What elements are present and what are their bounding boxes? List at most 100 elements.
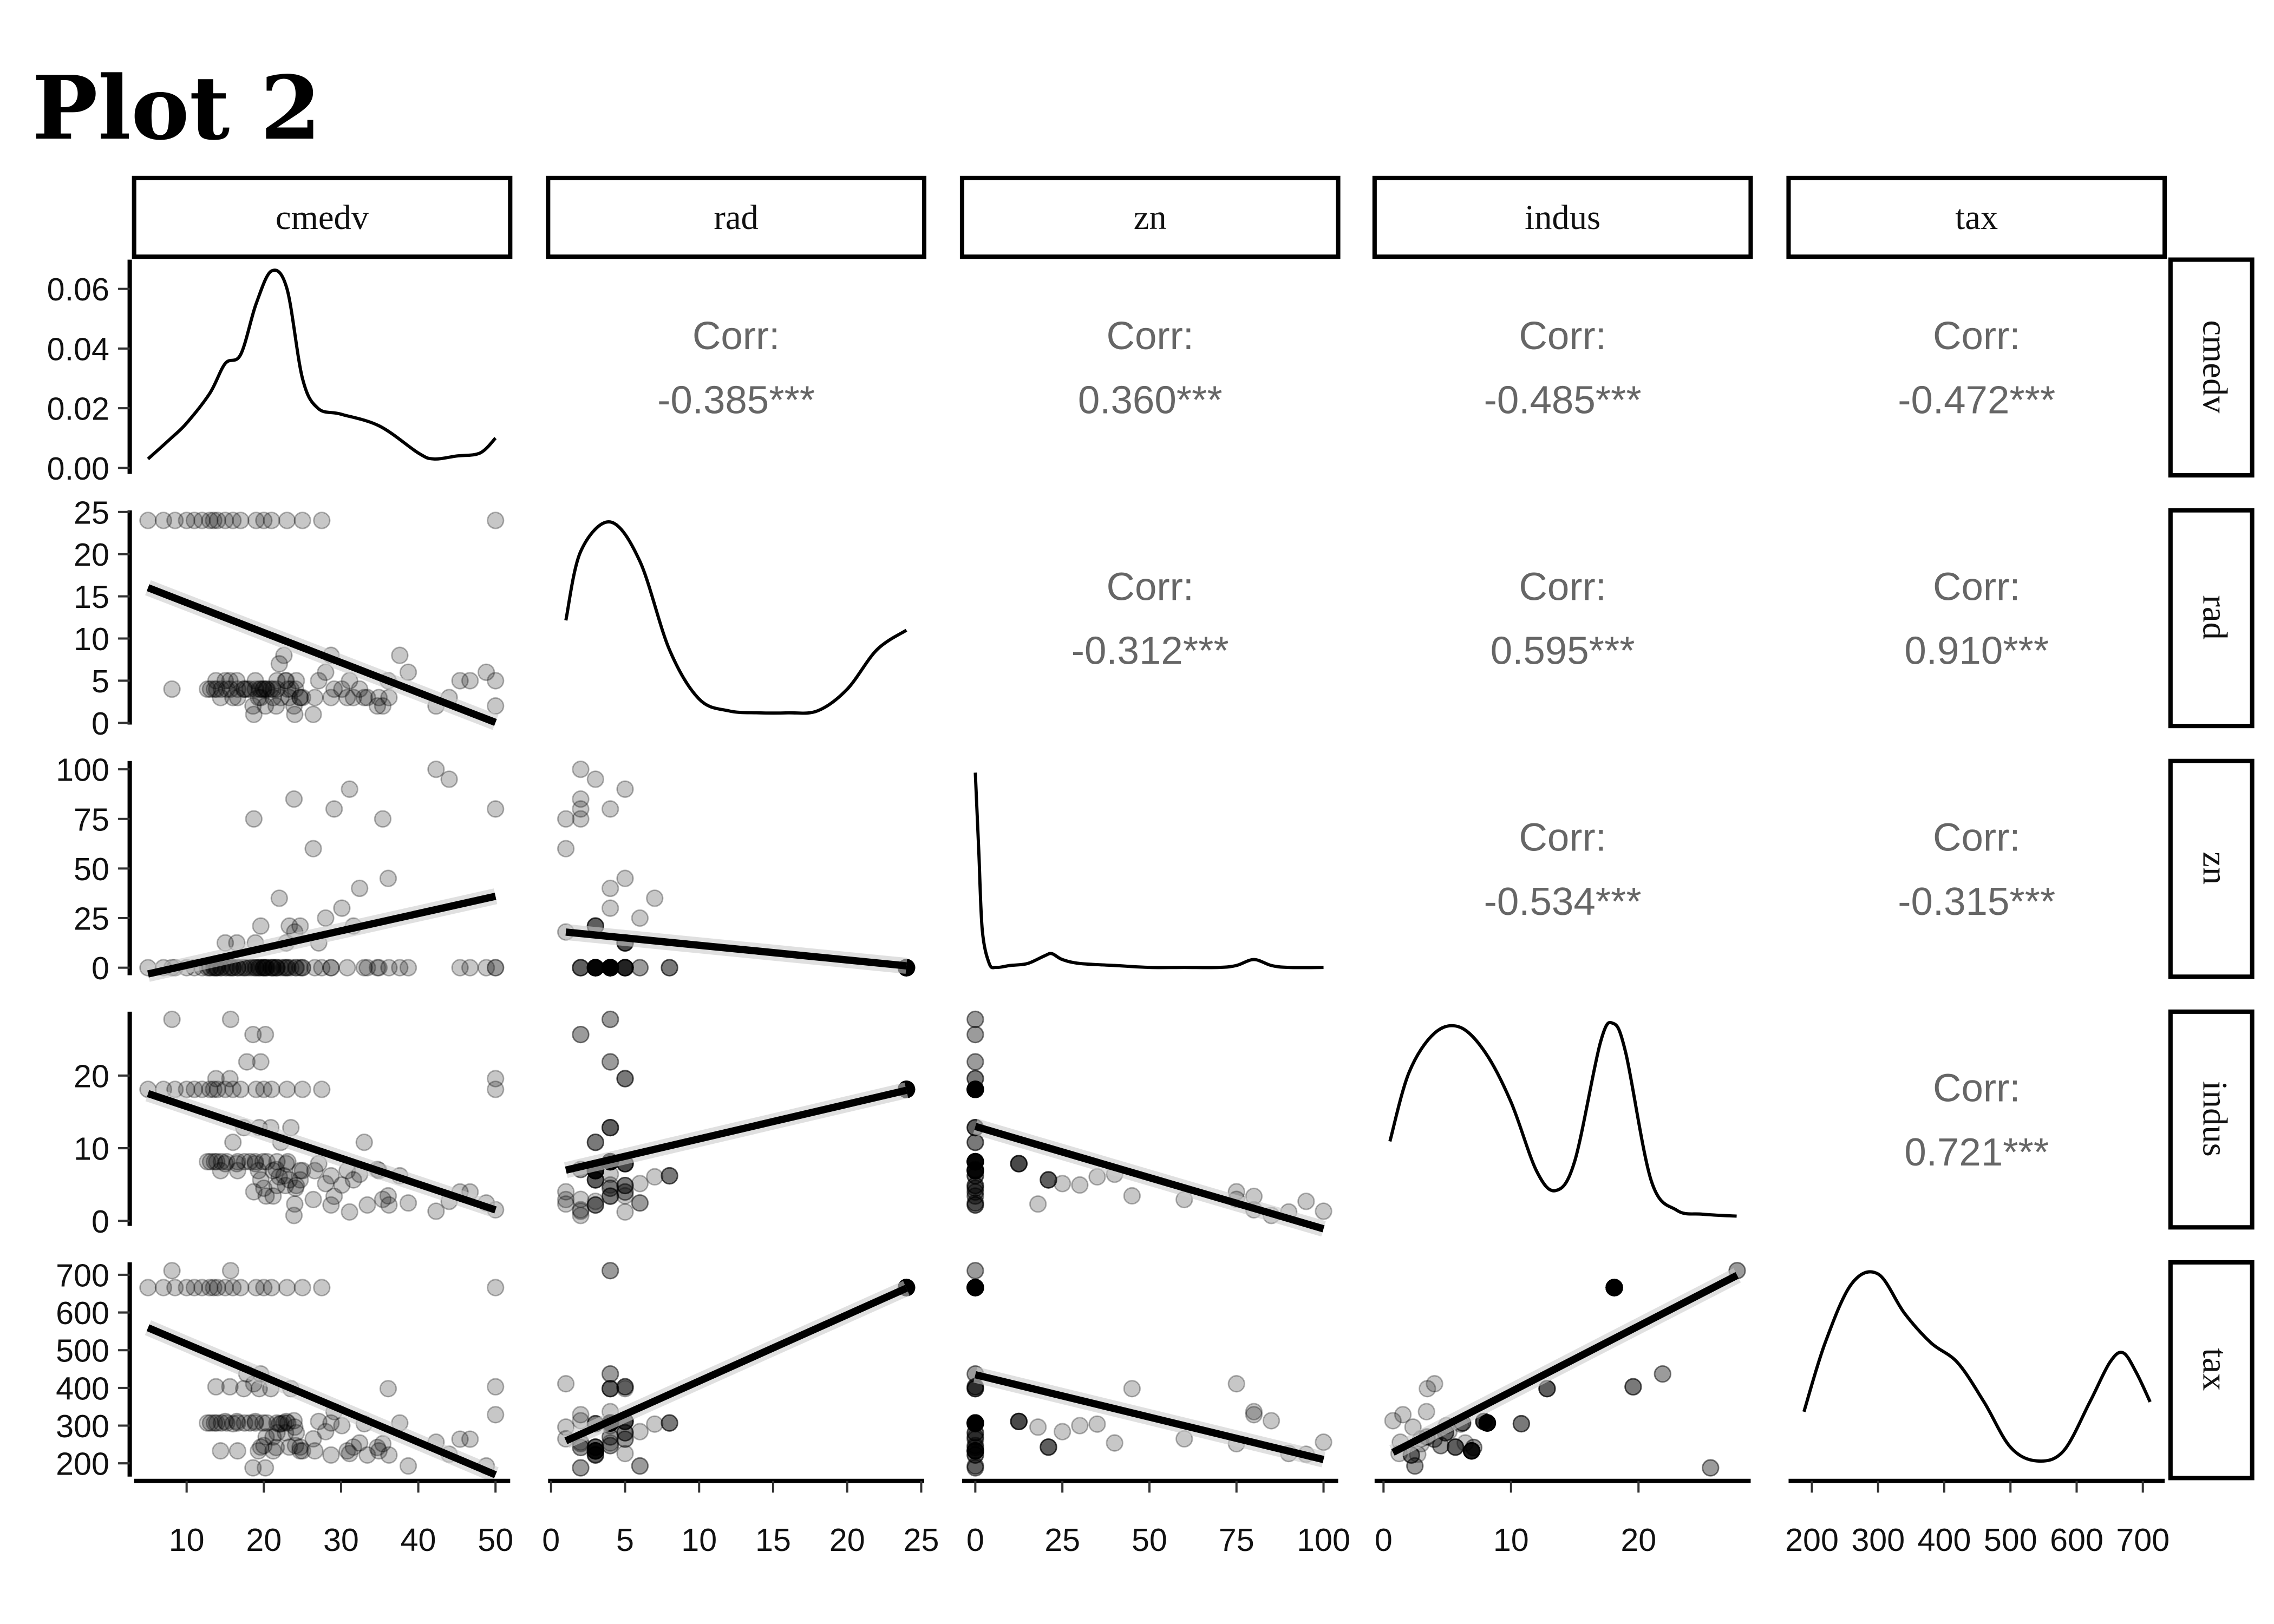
point-tax-vs-rad <box>586 1442 604 1460</box>
x-tick-label-tax: 200 <box>1785 1522 1839 1558</box>
strip-label-right-zn: zn <box>2195 852 2234 885</box>
point-tax-vs-rad <box>602 1365 619 1383</box>
point-tax-vs-zn <box>966 1442 984 1460</box>
point-tax-vs-zn <box>966 1414 984 1432</box>
point-tax-vs-zn <box>966 1279 984 1296</box>
point-tax-vs-cmedv <box>313 1279 331 1296</box>
strip-top-rad <box>546 175 926 259</box>
y-tick-label-cmedv: 0.02 <box>47 391 109 427</box>
point-zn-vs-rad <box>602 959 619 977</box>
point-zn-vs-cmedv <box>278 959 296 977</box>
point-rad-vs-cmedv <box>262 680 280 698</box>
point-zn-vs-rad <box>586 959 604 977</box>
point-rad-vs-cmedv <box>221 672 239 690</box>
point-zn-vs-cmedv <box>257 959 275 977</box>
point-indus-vs-zn <box>966 1162 984 1180</box>
point-tax-vs-cmedv <box>185 1279 204 1296</box>
point-tax-vs-indus <box>1478 1414 1497 1432</box>
point-zn-vs-rad <box>631 959 649 977</box>
point-tax-vs-zn <box>966 1446 984 1464</box>
point-zn-vs-cmedv <box>338 959 356 977</box>
point-tax-vs-cmedv <box>199 1414 217 1432</box>
point-indus-vs-rad <box>572 1190 590 1208</box>
point-tax-vs-indus <box>1624 1378 1642 1396</box>
point-rad-vs-cmedv <box>368 697 387 715</box>
point-indus-vs-rad <box>557 1183 575 1201</box>
point-rad-vs-cmedv <box>310 672 328 690</box>
point-indus-vs-cmedv <box>277 1176 295 1195</box>
point-indus-vs-cmedv <box>252 1171 270 1189</box>
point-tax-vs-indus <box>1605 1279 1623 1296</box>
point-rad-vs-cmedv <box>201 512 219 529</box>
y-tick-label-tax: 500 <box>56 1333 109 1369</box>
point-zn-vs-cmedv <box>317 909 335 927</box>
point-indus-vs-zn <box>966 1053 984 1071</box>
x-tick-label-cmedv: 50 <box>478 1522 513 1558</box>
point-zn-vs-rad <box>602 959 619 977</box>
strip-label-right-cmedv: cmedv <box>2195 320 2234 414</box>
point-tax-vs-rad <box>572 1406 590 1424</box>
point-indus-vs-zn <box>966 1196 984 1214</box>
point-tax-vs-cmedv <box>201 1414 220 1432</box>
x-tick-label-rad: 5 <box>616 1522 634 1558</box>
point-zn-vs-cmedv <box>254 959 272 977</box>
point-indus-vs-cmedv <box>275 1167 293 1185</box>
point-indus-vs-cmedv <box>238 1053 256 1071</box>
point-tax-vs-indus <box>1605 1279 1623 1296</box>
point-tax-vs-cmedv <box>368 1438 387 1457</box>
point-indus-vs-zn <box>966 1081 984 1098</box>
point-tax-vs-cmedv <box>286 1437 304 1455</box>
x-tick-label-zn: 50 <box>1132 1522 1167 1558</box>
point-tax-vs-zn <box>966 1414 984 1432</box>
point-tax-vs-cmedv <box>212 1442 230 1460</box>
y-tick-label-rad: 15 <box>74 579 109 615</box>
point-zn-vs-rad <box>572 959 590 977</box>
y-tick-label-cmedv: 0.00 <box>47 450 109 487</box>
point-indus-vs-rad <box>572 1202 590 1220</box>
point-indus-vs-rad <box>602 1179 619 1197</box>
point-tax-vs-cmedv <box>208 1414 226 1432</box>
point-indus-vs-rad <box>631 1194 649 1212</box>
point-indus-vs-cmedv <box>291 1162 309 1180</box>
point-rad-vs-cmedv <box>208 512 226 529</box>
point-tax-vs-rad <box>602 1380 619 1398</box>
point-tax-vs-cmedv <box>277 1412 295 1431</box>
point-indus-vs-cmedv <box>344 1171 362 1189</box>
point-indus-vs-rad <box>602 1053 619 1071</box>
point-indus-vs-zn <box>966 1152 984 1171</box>
point-tax-vs-cmedv <box>244 1459 262 1477</box>
x-tick-label-tax: 700 <box>2116 1522 2170 1558</box>
point-rad-vs-cmedv <box>286 680 304 698</box>
point-indus-vs-rad <box>616 1176 634 1195</box>
x-tick-label-tax: 300 <box>1851 1522 1905 1558</box>
point-zn-vs-rad <box>602 959 619 977</box>
point-rad-vs-cmedv <box>291 689 309 706</box>
point-rad-vs-cmedv <box>257 680 275 698</box>
point-zn-vs-cmedv <box>440 770 458 788</box>
x-tick-label-rad: 20 <box>829 1522 865 1558</box>
point-zn-vs-cmedv <box>245 810 263 828</box>
point-tax-vs-zn <box>1010 1412 1028 1431</box>
strip-top-zn <box>959 175 1341 259</box>
point-tax-vs-indus <box>1478 1414 1497 1432</box>
point-indus-vs-zn <box>966 1194 984 1212</box>
point-rad-vs-cmedv <box>351 680 369 698</box>
point-zn-vs-cmedv <box>322 959 340 977</box>
point-tax-vs-indus <box>1605 1279 1623 1296</box>
point-indus-vs-rad <box>602 1187 619 1205</box>
point-indus-vs-zn <box>1053 1175 1071 1193</box>
point-tax-vs-cmedv <box>370 1442 388 1460</box>
point-tax-vs-zn <box>966 1414 984 1432</box>
point-tax-vs-rad <box>661 1414 678 1432</box>
point-tax-vs-indus <box>1605 1279 1623 1296</box>
point-indus-vs-cmedv <box>228 1152 246 1171</box>
point-tax-vs-zn <box>966 1414 984 1432</box>
point-tax-vs-indus <box>1478 1414 1497 1432</box>
point-zn-vs-rad <box>602 959 619 977</box>
point-zn-vs-rad <box>602 959 619 977</box>
point-tax-vs-zn <box>1010 1412 1028 1431</box>
point-tax-vs-indus <box>1462 1442 1481 1460</box>
x-tick-label-cmedv: 40 <box>401 1522 436 1558</box>
point-tax-vs-zn <box>966 1279 984 1296</box>
point-zn-vs-cmedv <box>241 959 259 977</box>
